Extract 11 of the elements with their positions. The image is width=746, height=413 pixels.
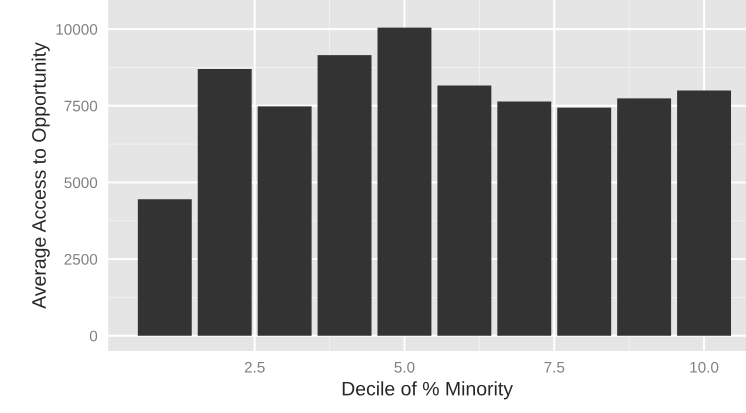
x-tick-label: 5.0: [394, 362, 414, 373]
x-tick-label: 2.5: [244, 362, 265, 373]
y-axis-title: Average Access to Opportunity: [32, 42, 50, 309]
x-tick-label: 10.0: [690, 362, 718, 373]
y-tick-label: 10000: [56, 24, 98, 35]
y-tick-label: 7500: [64, 100, 98, 112]
x-axis-title: Decile of % Minority: [342, 381, 513, 400]
y-tick-label: 2500: [64, 254, 98, 265]
y-tick-label: 0: [90, 330, 98, 342]
x-tick-label: 7.5: [544, 362, 564, 373]
y-tick-label: 5000: [64, 177, 98, 188]
